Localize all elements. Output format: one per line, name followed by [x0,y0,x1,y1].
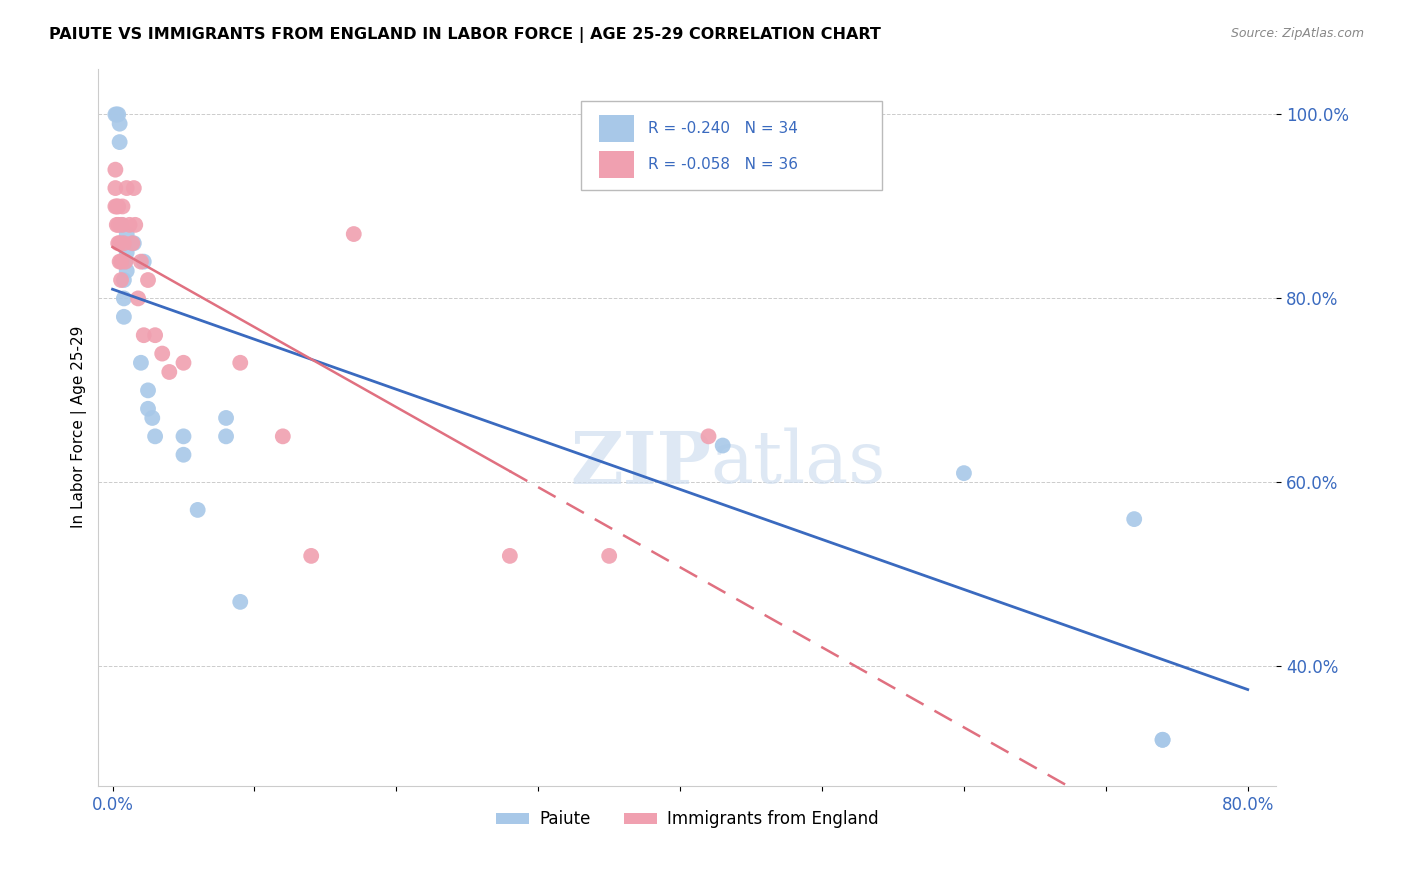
Point [110,218,132,232]
Point [107,107,129,121]
Point [129,356,152,370]
Text: R = -0.240   N = 34: R = -0.240 N = 34 [648,121,799,136]
Point [136,384,159,398]
Point [122,236,145,251]
FancyBboxPatch shape [581,101,882,191]
Point [129,254,152,268]
Point [112,310,135,324]
Point [141,411,163,425]
Point [173,448,195,462]
Point [111,218,134,232]
Point [112,292,135,306]
Point [111,199,134,213]
Point [150,346,173,360]
Point [108,117,131,131]
Point [173,356,195,370]
Point [143,429,166,443]
Point [112,273,135,287]
Point [127,292,149,306]
Point [215,411,238,425]
Point [114,254,136,268]
Point [107,199,129,213]
Point [118,218,141,232]
Text: PAIUTE VS IMMIGRANTS FROM ENGLAND IN LABOR FORCE | AGE 25-29 CORRELATION CHART: PAIUTE VS IMMIGRANTS FROM ENGLAND IN LAB… [49,27,882,43]
Point [108,254,131,268]
Point [271,429,294,443]
Text: Source: ZipAtlas.com: Source: ZipAtlas.com [1230,27,1364,40]
Point [104,107,127,121]
Point [105,218,128,232]
Point [121,236,143,251]
Point [104,199,127,213]
Point [136,273,159,287]
Point [105,199,128,213]
Point [110,254,132,268]
Point [132,254,155,268]
Point [111,254,134,268]
Point [1152,732,1174,747]
Point [115,227,138,241]
Point [697,429,720,443]
Point [115,181,138,195]
Point [111,236,134,251]
FancyBboxPatch shape [599,151,634,178]
Point [110,236,132,251]
Point [108,135,131,149]
Point [124,218,146,232]
Point [187,503,209,517]
Point [499,549,522,563]
Point [229,356,252,370]
Legend: Paiute, Immigrants from England: Paiute, Immigrants from England [489,804,886,835]
Point [953,466,976,480]
Point [229,595,252,609]
Point [343,227,366,241]
Point [115,264,138,278]
Point [104,181,127,195]
Point [136,401,159,416]
Text: ZIP: ZIP [569,427,711,499]
FancyBboxPatch shape [599,115,634,143]
Point [114,254,136,268]
Point [132,328,155,343]
Point [299,549,322,563]
Point [107,236,129,251]
Point [107,218,129,232]
Point [105,107,128,121]
Point [157,365,180,379]
Point [110,273,132,287]
Point [112,236,135,251]
Point [215,429,238,443]
Point [122,181,145,195]
Point [1152,732,1174,747]
Point [598,549,620,563]
Point [711,438,734,452]
Point [115,245,138,260]
Y-axis label: In Labor Force | Age 25-29: In Labor Force | Age 25-29 [72,326,87,528]
Point [143,328,166,343]
Point [173,429,195,443]
Text: R = -0.058   N = 36: R = -0.058 N = 36 [648,157,799,172]
Text: atlas: atlas [711,428,886,499]
Point [1123,512,1146,526]
Point [104,162,127,177]
Point [108,236,131,251]
